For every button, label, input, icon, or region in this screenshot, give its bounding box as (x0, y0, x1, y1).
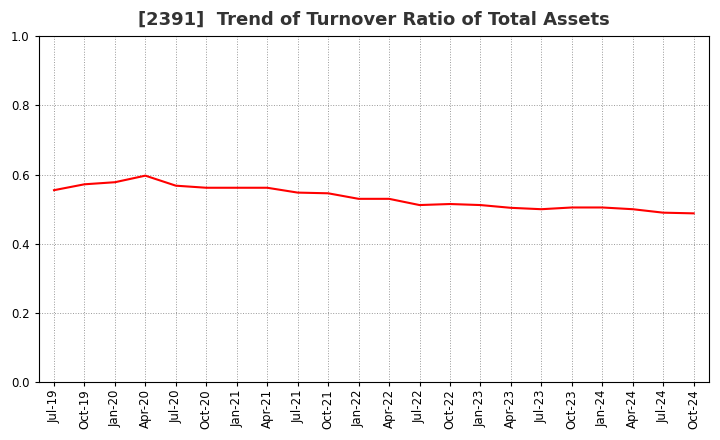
Title: [2391]  Trend of Turnover Ratio of Total Assets: [2391] Trend of Turnover Ratio of Total … (138, 11, 610, 29)
